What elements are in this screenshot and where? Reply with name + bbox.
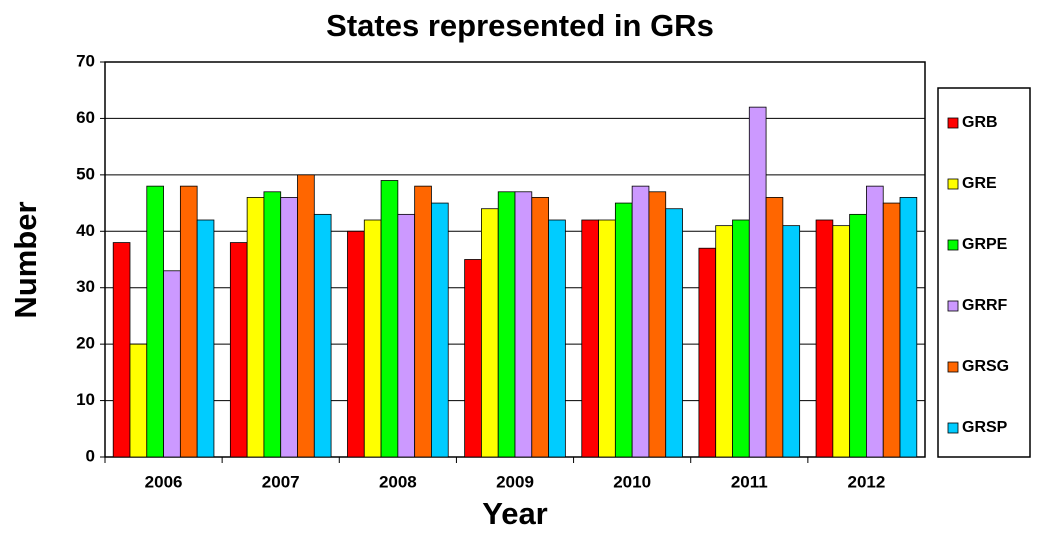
bar: [548, 219, 566, 458]
x-tick-label: 2006: [145, 472, 183, 491]
bar: [196, 219, 215, 458]
bar: [866, 185, 884, 458]
bar: [431, 202, 449, 458]
x-tick-label: 2007: [262, 472, 300, 491]
bar: [581, 219, 599, 458]
bar: [129, 343, 148, 458]
bar: [899, 197, 918, 458]
y-tick-label: 20: [76, 334, 95, 353]
legend-swatch: [947, 239, 959, 251]
bar: [665, 208, 683, 458]
bar: [481, 208, 499, 458]
bar: [163, 270, 181, 458]
legend-label: GRB: [962, 114, 998, 131]
bar: [715, 225, 733, 458]
y-tick-label: 70: [76, 51, 95, 70]
bar: [280, 197, 298, 458]
x-tick-label: 2012: [848, 472, 886, 491]
bar: [631, 185, 650, 458]
bar: [849, 213, 867, 458]
legend-label: GRRF: [962, 297, 1008, 314]
bar: [614, 202, 633, 458]
bar: [313, 213, 332, 458]
x-tick-label: 2010: [613, 472, 651, 491]
bar: [782, 225, 801, 458]
bar: [514, 191, 533, 458]
legend-label: GRSG: [962, 358, 1009, 375]
bar: [648, 191, 667, 458]
legend-swatch: [947, 300, 959, 312]
legend-swatch: [947, 361, 959, 373]
y-tick-label: 30: [76, 277, 95, 296]
bar: [414, 185, 432, 458]
y-tick-label: 0: [86, 446, 95, 465]
legend-box: [937, 87, 1031, 458]
bar: [748, 106, 767, 458]
legend-swatch: [947, 117, 959, 129]
legend-label: GRE: [962, 175, 997, 192]
y-tick-label: 50: [76, 164, 95, 183]
x-axis-label: Year: [482, 496, 548, 531]
bar: [347, 230, 365, 458]
bar: [297, 174, 315, 458]
bar: [246, 197, 265, 458]
bar: [146, 185, 164, 458]
y-axis-label: Number: [8, 201, 43, 318]
bar: [882, 202, 901, 458]
chart-title: States represented in GRs: [326, 8, 714, 43]
bar: [263, 191, 282, 458]
x-tick-label: 2008: [379, 472, 417, 491]
bar: [531, 197, 549, 458]
bar: [598, 219, 616, 458]
bar: [112, 242, 131, 458]
bar: [397, 213, 416, 458]
bar: [179, 185, 198, 458]
bar: [229, 242, 248, 458]
y-tick-label: 10: [76, 390, 95, 409]
bar: [497, 191, 516, 458]
bar: [732, 219, 750, 458]
bar: [363, 219, 382, 458]
x-tick-label: 2011: [731, 472, 768, 491]
bar: [380, 180, 399, 458]
legend-swatch: [947, 178, 959, 190]
x-tick-label: 2009: [496, 472, 534, 491]
legend-swatch: [947, 422, 959, 434]
bar: [464, 259, 482, 458]
legend-label: GRSP: [962, 419, 1008, 436]
y-tick-label: 60: [76, 108, 95, 127]
bar: [698, 247, 717, 458]
legend-label: GRPE: [962, 236, 1008, 253]
bar: [832, 225, 851, 458]
y-tick-label: 40: [76, 221, 95, 240]
bar: [765, 197, 784, 458]
bar: [815, 219, 834, 458]
